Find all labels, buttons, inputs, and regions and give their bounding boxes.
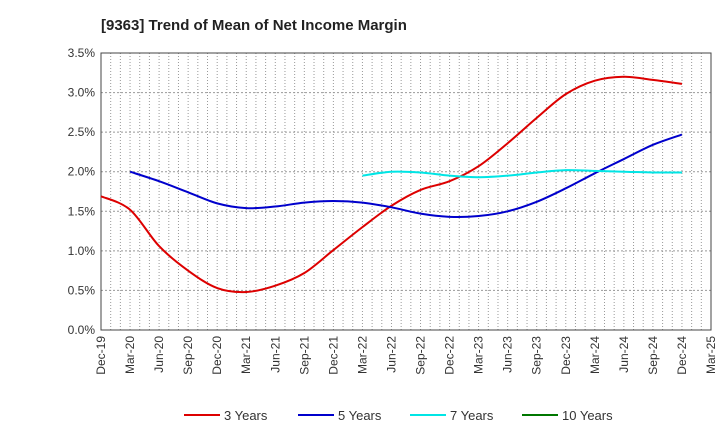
x-tick-label: Sep-23 <box>530 336 544 375</box>
x-tick-label: Jun-23 <box>501 336 515 373</box>
series-line-5-years <box>129 133 683 218</box>
x-tick-label: Mar-25 <box>704 336 718 374</box>
x-tick-label: Dec-19 <box>94 336 108 375</box>
x-tick-label: Dec-22 <box>443 336 457 375</box>
series-line-3-years <box>100 75 683 294</box>
x-tick-label: Mar-22 <box>355 336 369 374</box>
legend-label: 3 Years <box>224 408 268 423</box>
x-tick-label: Dec-23 <box>559 336 573 375</box>
x-axis: Dec-19 Mar-20 Jun-20 Sep-20 Dec-20 Mar-21 Jun-… <box>94 336 718 375</box>
grid <box>101 53 711 330</box>
x-tick-label: Mar-23 <box>472 336 486 374</box>
x-tick-label: Mar-21 <box>239 336 253 374</box>
legend-label: 5 Years <box>338 408 382 423</box>
series-line-7-years <box>362 169 682 179</box>
legend: 3 Years 5 Years 7 Years 10 Years <box>184 408 613 423</box>
y-tick-label: 3.5% <box>68 46 96 60</box>
x-tick-label: Mar-24 <box>588 336 602 374</box>
chart-title: [9363] Trend of Mean of Net Income Margi… <box>101 17 407 34</box>
y-tick-label: 1.5% <box>68 204 96 218</box>
y-tick-label: 1.0% <box>68 244 96 258</box>
x-tick-label: Dec-20 <box>210 336 224 375</box>
y-tick-label: 0.5% <box>68 283 96 297</box>
x-tick-label: Dec-24 <box>675 336 689 375</box>
x-tick-label: Sep-21 <box>297 336 311 375</box>
series-lines <box>100 75 683 294</box>
y-tick-label: 0.0% <box>68 323 96 337</box>
x-tick-label: Jun-20 <box>152 336 166 373</box>
x-tick-label: Sep-24 <box>646 336 660 375</box>
plot-area <box>100 52 712 331</box>
x-tick-label: Sep-20 <box>181 336 195 375</box>
legend-label: 10 Years <box>562 408 613 423</box>
x-tick-label: Sep-22 <box>414 336 428 375</box>
x-tick-label: Mar-20 <box>123 336 137 374</box>
x-tick-label: Jun-22 <box>384 336 398 373</box>
x-tick-label: Dec-21 <box>326 336 340 375</box>
x-tick-label: Jun-24 <box>617 336 631 373</box>
x-tick-label: Jun-21 <box>268 336 282 373</box>
y-tick-label: 3.0% <box>68 86 96 100</box>
y-tick-label: 2.0% <box>68 165 96 179</box>
y-tick-label: 2.5% <box>68 125 96 139</box>
y-axis: 0.0% 0.5% 1.0% 1.5% 2.0% 2.5% 3.0% 3.5% <box>68 46 96 337</box>
legend-label: 7 Years <box>450 408 494 423</box>
